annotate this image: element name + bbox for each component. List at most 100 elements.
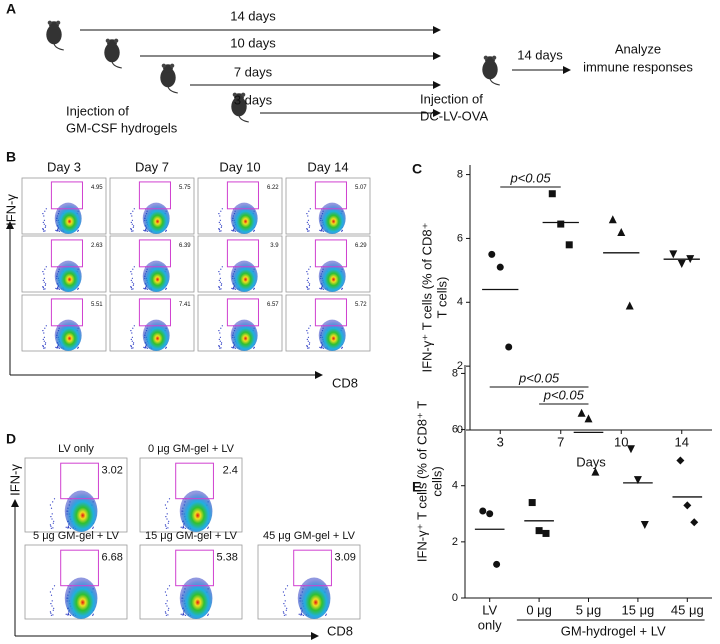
flow-dot xyxy=(165,516,167,518)
flow-dot xyxy=(234,347,237,349)
flow-dot xyxy=(130,221,132,223)
flow-dot xyxy=(43,273,45,275)
flow-dot xyxy=(45,208,47,210)
flow-dot xyxy=(55,346,57,348)
gate-value: 7.41 xyxy=(179,302,191,308)
flow-dot xyxy=(300,612,302,614)
flow-dot xyxy=(131,273,133,275)
flow-dot xyxy=(308,288,310,290)
flow-dot xyxy=(285,609,287,611)
flow-dot xyxy=(320,347,322,349)
flow-dot xyxy=(219,288,221,290)
flow-dot xyxy=(182,612,184,614)
gate-value: 5.38 xyxy=(216,551,237,563)
flow-dot xyxy=(253,287,255,289)
gate-value: 3.9 xyxy=(270,243,279,249)
flow-dot xyxy=(50,516,52,518)
flow-dot xyxy=(183,614,185,616)
flow-dot xyxy=(168,585,171,587)
flow-dot xyxy=(146,230,149,232)
flow-dot xyxy=(325,613,327,615)
flow-dot xyxy=(321,287,323,289)
flow-dot xyxy=(218,330,220,332)
flow-dot xyxy=(218,228,220,230)
data-point xyxy=(640,521,649,530)
data-point xyxy=(557,220,565,228)
data-point xyxy=(669,250,678,259)
flow-dot xyxy=(133,342,135,344)
significance-label: p<0.05 xyxy=(509,170,551,185)
data-point xyxy=(548,190,556,198)
flow-dot xyxy=(309,225,311,227)
data-point xyxy=(677,259,686,268)
flow-dot xyxy=(132,230,134,232)
flow-dot xyxy=(51,518,53,520)
flow-dot xyxy=(42,287,44,289)
x-tick-label: 14 xyxy=(675,434,689,449)
gate-value: 3.02 xyxy=(101,464,122,476)
flow-dot xyxy=(306,346,308,348)
flow-dot xyxy=(218,221,220,223)
flow-dot xyxy=(168,607,170,609)
data-point xyxy=(535,527,543,535)
gate-value: 6.29 xyxy=(355,243,367,249)
flow-dot xyxy=(308,226,310,228)
flow-dot xyxy=(218,271,220,273)
flow-dot xyxy=(219,281,221,283)
flow-dot xyxy=(306,279,308,281)
flow-dot xyxy=(57,288,59,290)
flow-gate xyxy=(314,239,347,268)
flow-dot xyxy=(130,338,132,340)
flow-dot xyxy=(44,347,46,349)
panel-label: D xyxy=(6,431,16,447)
flow-dot xyxy=(57,346,59,348)
flow-dot xyxy=(133,325,135,327)
flow-dot xyxy=(43,223,45,225)
flow-dot xyxy=(52,522,54,524)
flow-dot xyxy=(308,284,310,286)
flow-dot xyxy=(49,504,52,506)
flow-dot xyxy=(220,347,222,349)
data-point xyxy=(486,510,494,518)
flow-dot xyxy=(165,507,168,509)
flow-dot xyxy=(307,223,309,225)
flow-dot xyxy=(132,288,134,290)
flow-dot xyxy=(69,527,72,529)
flow-dot xyxy=(219,230,221,232)
x-tick-label: LV xyxy=(482,602,497,617)
mouse-icon xyxy=(481,55,501,86)
flow-dot xyxy=(306,229,308,231)
significance-label: p<0.05 xyxy=(543,387,585,402)
flow-dot xyxy=(307,273,309,275)
flow-dot xyxy=(167,527,169,529)
flow-dot xyxy=(306,271,308,273)
y-tick-label: 2 xyxy=(452,536,458,548)
mouse-icon xyxy=(45,20,65,51)
flow-dot xyxy=(306,338,308,340)
flow-dot xyxy=(130,228,132,230)
x-axis-label: Days xyxy=(576,454,606,469)
flow-dot xyxy=(168,520,170,522)
flow-dot xyxy=(220,288,222,290)
flow-dot xyxy=(233,287,235,289)
flow-dot xyxy=(49,611,52,613)
flow-dot xyxy=(42,271,44,273)
flow-dot xyxy=(42,330,44,332)
flow-dot xyxy=(219,347,221,349)
flow-gate xyxy=(175,549,214,587)
flow-dot xyxy=(132,226,134,228)
gate-value: 2.63 xyxy=(91,243,103,249)
flow-dot xyxy=(306,330,308,332)
flow-dot xyxy=(44,343,46,345)
column-label: Day 10 xyxy=(219,159,260,174)
flow-dot xyxy=(284,600,286,602)
flow-dot xyxy=(43,288,45,290)
flow-dot xyxy=(143,346,145,348)
flow-dot xyxy=(131,230,133,232)
arrow-label: 7 days xyxy=(234,64,273,79)
panel-d: D IFN-γ CD8 xyxy=(6,431,353,640)
flow-dot xyxy=(319,287,321,289)
flow-density xyxy=(179,490,213,532)
flow-dot xyxy=(320,230,322,232)
flow-dot xyxy=(77,229,79,231)
